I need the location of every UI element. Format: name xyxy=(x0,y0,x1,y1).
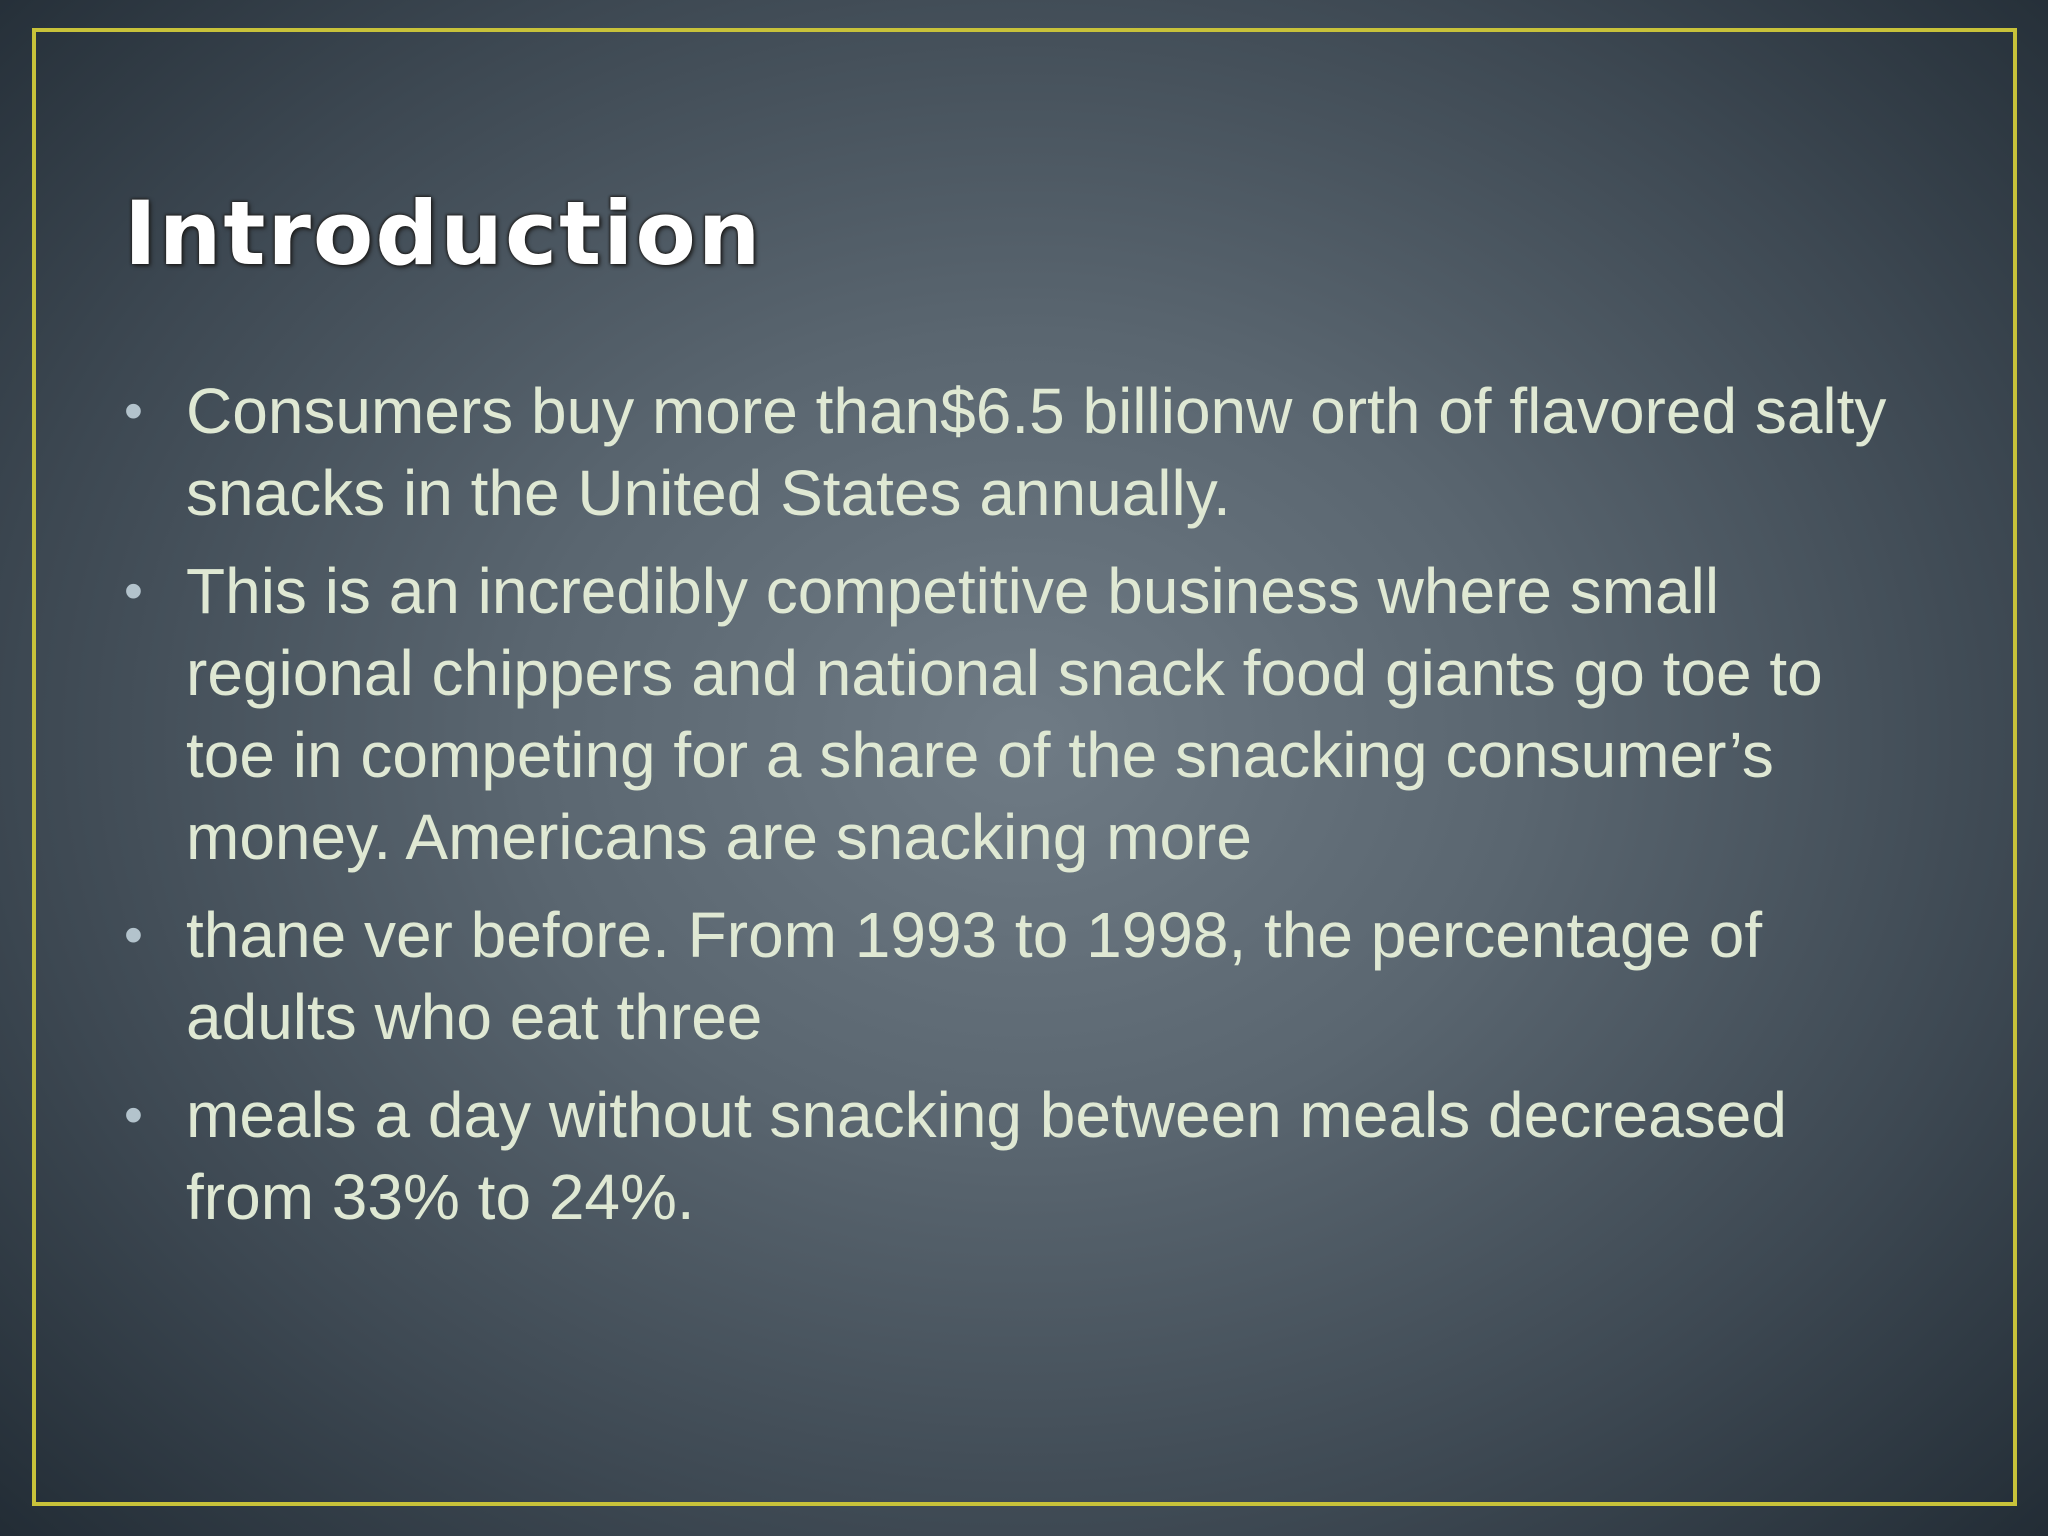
bullet-item-4: • meals a day without snacking between m… xyxy=(122,1074,1922,1238)
bullet-item-3: • thane ver before. From 1993 to 1998, t… xyxy=(122,894,1922,1058)
slide-border-frame xyxy=(32,28,2017,1506)
bullet-marker: • xyxy=(124,381,143,441)
bullet-text: meals a day without snacking between mea… xyxy=(186,1079,1787,1233)
bullet-text: This is an incredibly competitive busine… xyxy=(186,555,1823,873)
bullet-item-1: • Consumers buy more than$6.5 billionw o… xyxy=(122,370,1922,534)
bullet-marker: • xyxy=(124,1085,143,1145)
bullet-marker: • xyxy=(124,561,143,621)
bullet-item-2: • This is an incredibly competitive busi… xyxy=(122,550,1922,878)
bullet-list: • Consumers buy more than$6.5 billionw o… xyxy=(122,370,1922,1254)
bullet-marker: • xyxy=(124,905,143,965)
slide-title: Introduction xyxy=(124,182,763,285)
bullet-text: Consumers buy more than$6.5 billionw ort… xyxy=(186,375,1887,529)
bullet-text: thane ver before. From 1993 to 1998, the… xyxy=(186,899,1763,1053)
